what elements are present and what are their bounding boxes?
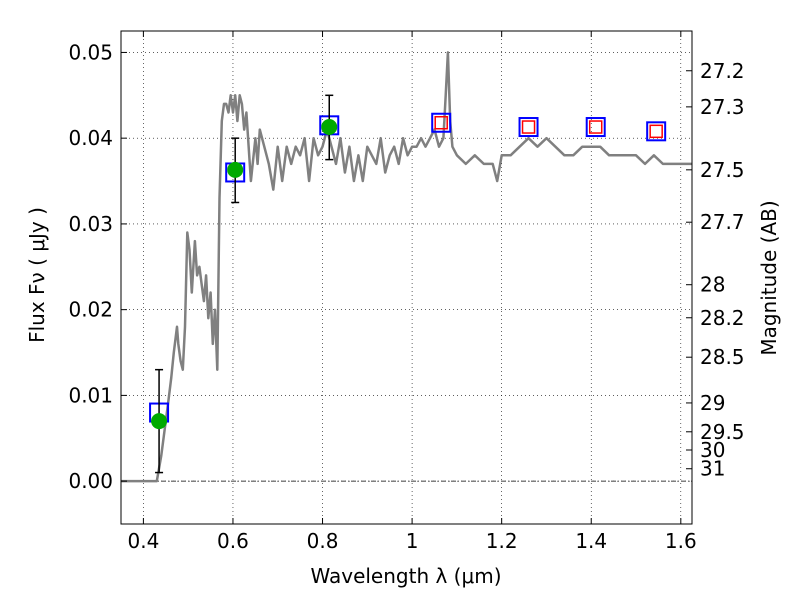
magnitude-tick-label: 29.5 [700, 420, 745, 444]
x-tick-label: 1 [406, 529, 419, 553]
model-point-marker [646, 121, 667, 142]
x-tick-label: 0.4 [127, 529, 159, 553]
x-tick-label: 1.2 [486, 529, 518, 553]
upper-limit-marker [588, 120, 603, 134]
magnitude-tick-label: 27.3 [700, 95, 745, 119]
markers [149, 94, 667, 474]
x-tick-label: 0.8 [307, 529, 339, 553]
magnitude-tick-label: 27.5 [700, 158, 745, 182]
magnitude-tick-label: 28.5 [700, 345, 745, 369]
observed-point-marker [227, 161, 244, 178]
magnitude-tick-label: 28 [700, 273, 725, 297]
model-point-marker [518, 117, 539, 138]
x-tick-label: 1.4 [575, 529, 607, 553]
y-tick-label: 0.05 [68, 40, 113, 64]
model-sed-line [121, 51, 692, 483]
model-point-marker [585, 117, 606, 138]
y-tick-label: 0.03 [68, 212, 113, 236]
y-tick-label: 0.02 [68, 298, 113, 322]
magnitude-tick-label: 28.2 [700, 306, 745, 330]
y-tick-label: 0.00 [68, 469, 113, 493]
plot-frame [120, 30, 693, 525]
observed-point-marker [151, 413, 168, 430]
y-tick-label: 0.04 [68, 126, 113, 150]
axis-ticks: 0.4 0.6 0.8 1 1.2 1.4 1.6 0.00 0.01 0.02 0.03 0.04 0… [68, 31, 745, 553]
y-tick-label: 0.01 [68, 383, 113, 407]
upper-limit-marker [649, 124, 663, 139]
observed-point-marker [321, 119, 338, 136]
magnitude-tick-label: 27.2 [700, 59, 745, 83]
magnitude-tick-label: 30 [700, 438, 725, 462]
upper-limit-marker [434, 115, 448, 130]
x-axis-label: Wavelength λ (μm) [310, 564, 501, 588]
magnitude-axis-label: Magnitude (AB) [757, 200, 781, 355]
x-tick-label: 1.6 [665, 529, 697, 553]
magnitude-tick-label: 27.7 [700, 210, 745, 234]
magnitude-tick-label: 31 [700, 457, 725, 481]
magnitude-tick-label: 29 [700, 391, 725, 415]
model-point-marker [431, 112, 452, 133]
upper-limit-marker [521, 120, 536, 134]
x-tick-label: 0.6 [217, 529, 249, 553]
y-axis-label: Flux Fν ( μJy ) [25, 207, 49, 343]
